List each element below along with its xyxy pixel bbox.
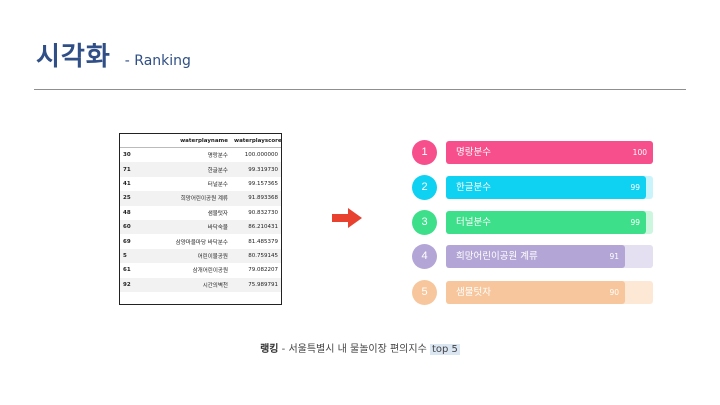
row-name: 희망어린이공원 계류: [142, 191, 231, 206]
row-name: 시간의벽천: [142, 277, 231, 292]
slide-caption: 랭킹 - 서울특별시 내 물놀이장 편의지수 top 5: [0, 340, 720, 355]
column-header-index: [120, 134, 142, 148]
caption-text: - 서울특별시 내 물놀이장 편의지수: [278, 344, 430, 355]
rank-number-badge: 3: [412, 210, 437, 235]
row-index: 25: [120, 191, 142, 206]
table-row: 48 샘물텃자 90.832730: [120, 206, 281, 220]
table-row: 61 삼개어린이공원 79.082207: [120, 263, 281, 277]
rank-bar-label: 한글분수: [456, 182, 491, 193]
row-index: 61: [123, 267, 131, 274]
rank-bar-label: 명랑분수: [456, 147, 491, 158]
row-score: 81.485379: [248, 238, 278, 245]
rank-item-2: 2 한글분수 99: [412, 175, 662, 201]
row-score: 80.759145: [231, 248, 281, 264]
row-index: 30: [123, 152, 131, 159]
rank-bar-label: 터널분수: [456, 217, 491, 228]
table-row: 92 시간의벽천 75.989791: [120, 277, 281, 292]
row-score: 91.893368: [231, 191, 281, 206]
row-name: 어린이물공원: [142, 248, 231, 264]
rank-item-5: 5 샘물텃자 90: [412, 280, 662, 306]
row-name: 바닥숙물: [142, 219, 231, 235]
row-name: 명랑분수: [207, 153, 228, 160]
row-score: 75.989791: [231, 277, 281, 292]
table-row: 5 어린이물공원 80.759145: [120, 248, 281, 264]
row-score: 99.319730: [231, 162, 281, 177]
data-table-image: waterplayname waterplayscorefaci 30 명랑분수 1…: [119, 133, 282, 305]
row-score: 90.832730: [248, 209, 278, 216]
row-name: 터널분수: [207, 181, 228, 188]
rank-item-1: 1 명랑분수 100: [412, 140, 662, 166]
column-header-score: waterplayscorefaci: [231, 134, 281, 148]
rank-bar-value: 99: [630, 183, 640, 192]
row-score: 99.157365: [248, 180, 278, 187]
table-row: 60 바닥숙물 86.210431: [120, 219, 281, 235]
rank-bar-fill: [446, 281, 625, 304]
column-header-name: waterplayname: [142, 134, 231, 148]
caption-lead: 랭킹: [260, 344, 279, 355]
rank-bar-fill: [446, 245, 625, 268]
row-name: 삼양마을마당 바닥분수: [175, 239, 228, 246]
row-score: 100.000000: [244, 152, 278, 159]
rank-bar-value: 90: [609, 288, 619, 297]
rank-bar-fill: [446, 211, 646, 234]
rank-item-3: 3 터널분수 99: [412, 210, 662, 236]
rank-number-badge: 1: [412, 140, 437, 165]
row-score: 79.082207: [248, 267, 278, 274]
rank-item-4: 4 희망어린이공원 계류 91: [412, 244, 662, 270]
rank-bar-label: 희망어린이공원 계류: [456, 251, 538, 262]
data-table: waterplayname waterplayscorefaci 30 명랑분수 1…: [120, 134, 281, 292]
row-name: 샘물텃자: [207, 210, 228, 217]
right-arrow-icon: [332, 208, 362, 228]
page-subtitle: - Ranking: [124, 53, 191, 69]
row-score: 86.210431: [231, 219, 281, 235]
rank-number-badge: 4: [412, 244, 437, 269]
table-row: 30 명랑분수 100.000000: [120, 148, 281, 163]
table-row: 71 한글분수 99.319730: [120, 162, 281, 177]
rank-bar-fill: [446, 176, 646, 199]
table-header-row: waterplayname waterplayscorefaci: [120, 134, 281, 148]
row-name: 한글분수: [142, 162, 231, 177]
row-index: 5: [120, 248, 142, 264]
rank-bar-fill: [446, 141, 653, 164]
row-index: 60: [120, 219, 142, 235]
page-title: 시각화: [36, 42, 111, 72]
row-index: 48: [123, 209, 131, 216]
table-row: 69 삼양마을마당 바닥분수 81.485379: [120, 234, 281, 248]
rank-bar-value: 100: [632, 148, 647, 157]
caption-highlight: top 5: [429, 344, 460, 355]
rank-bar-label: 샘물텃자: [456, 287, 491, 298]
row-index: 71: [120, 162, 142, 177]
slide-title: 시각화 - Ranking: [36, 36, 191, 72]
rank-bar-value: 91: [609, 252, 619, 261]
row-index: 69: [123, 238, 131, 245]
rank-number-badge: 2: [412, 175, 437, 200]
row-index: 41: [123, 180, 131, 187]
table-row: 41 터널분수 99.157365: [120, 177, 281, 191]
rank-bar-value: 99: [630, 218, 640, 227]
table-row: 25 희망어린이공원 계류 91.893368: [120, 191, 281, 206]
divider: [34, 89, 686, 90]
rank-number-badge: 5: [412, 280, 437, 305]
row-name: 삼개어린이공원: [192, 268, 228, 275]
row-index: 92: [120, 277, 142, 292]
